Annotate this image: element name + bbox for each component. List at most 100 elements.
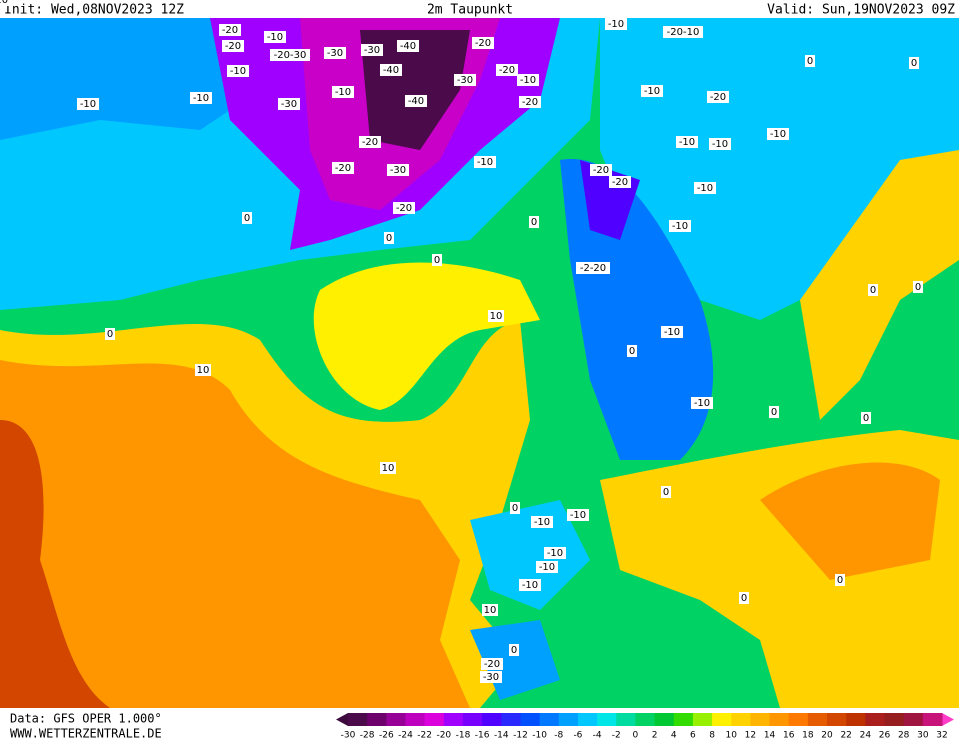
colorbar-tick-label: 20 xyxy=(821,731,833,741)
contour-label: -40 xyxy=(400,41,416,52)
label-box xyxy=(868,284,878,296)
label-box xyxy=(707,91,729,103)
label-box xyxy=(536,561,558,573)
colorbar-bin xyxy=(520,713,541,726)
label-box xyxy=(529,216,539,228)
label-box xyxy=(661,486,671,498)
colorbar-bin xyxy=(348,713,368,726)
contour-label: 10 xyxy=(197,365,210,376)
colorbar-tick-label: -30 xyxy=(341,731,356,741)
colorbar-bin xyxy=(616,713,636,726)
colorbar-bin xyxy=(577,713,598,726)
colorbar-tick-label: -14 xyxy=(494,731,509,741)
contour-label: -10 xyxy=(547,548,563,559)
colorbar-tick-label: -20 xyxy=(436,731,451,741)
contour-label: -20 xyxy=(612,177,628,188)
contour-label: -10 xyxy=(570,510,586,521)
contour-label: -30 xyxy=(483,672,499,683)
contour-label: -2-20 xyxy=(580,263,606,274)
contour-label: 0 xyxy=(863,413,869,424)
contour-label: -20 xyxy=(499,65,515,76)
colorbar-low xyxy=(336,713,348,726)
contour-label: -10 xyxy=(712,139,728,150)
contour-label: -10 xyxy=(477,157,493,168)
contour-label: -10 xyxy=(664,327,680,338)
label-box xyxy=(694,182,716,194)
colorbar-tick-label: -12 xyxy=(513,731,528,741)
label-box xyxy=(332,162,354,174)
contour-label: 0 xyxy=(244,213,250,224)
contour-label: -10 xyxy=(534,517,550,528)
contour-label: -20 xyxy=(522,97,538,108)
contour-label: 0 xyxy=(663,487,669,498)
contour-label: -10 xyxy=(697,183,713,194)
label-box xyxy=(739,592,749,604)
colorbar-bin xyxy=(769,713,790,726)
label-box xyxy=(627,345,637,357)
label-box xyxy=(676,136,698,148)
colorbar-tick-label: -10 xyxy=(532,731,547,741)
colorbar-bin xyxy=(462,713,483,726)
colorbar-tick-label: -2 xyxy=(612,731,621,741)
label-box xyxy=(590,164,612,176)
label-box xyxy=(432,254,442,266)
contour-label: 10 xyxy=(490,311,503,322)
contour-label: -10 xyxy=(335,87,351,98)
colorbar-bin xyxy=(539,713,560,726)
colorbar-tick-label: 28 xyxy=(898,731,910,741)
colorbar-tick-label: 10 xyxy=(725,731,737,741)
label-box xyxy=(767,128,789,140)
label-box xyxy=(77,98,99,110)
contour-label: 0 xyxy=(434,255,440,266)
contour-label: -20 xyxy=(222,25,238,36)
label-box xyxy=(544,547,566,559)
contour-label: -10 xyxy=(672,221,688,232)
label-box xyxy=(691,397,713,409)
label-box xyxy=(405,95,427,107)
contour-label: -20 xyxy=(362,137,378,148)
colorbar-bin xyxy=(692,713,713,726)
contour-label: -10 xyxy=(644,86,660,97)
colorbar-tick-label: 14 xyxy=(764,731,776,741)
contour-labels: -20-20-10-20-30-10-10-10 -30-10-30 -30 -40-… xyxy=(0,0,923,683)
label-box xyxy=(861,412,871,424)
label-box xyxy=(361,44,383,56)
label-box xyxy=(219,24,241,36)
site: WWW.WETTERZENTRALE.DE xyxy=(10,727,162,741)
label-box xyxy=(105,328,115,340)
contour-label: -10 xyxy=(520,75,536,86)
label-box xyxy=(605,18,627,30)
contour-label: 0 xyxy=(512,503,518,514)
colorbar-bin xyxy=(884,713,905,726)
label-box xyxy=(769,406,779,418)
colorbar-bin xyxy=(386,713,406,726)
contour-label: -20-30 xyxy=(274,50,307,61)
colorbar-tick-label: 12 xyxy=(745,731,756,741)
label-box xyxy=(278,98,300,110)
colorbar-tick-label: -28 xyxy=(360,731,375,741)
contour-label: -30 xyxy=(457,75,473,86)
label-box xyxy=(324,47,346,59)
contour-label: -20 xyxy=(710,92,726,103)
contour-label: -10 xyxy=(694,398,710,409)
colorbar-bin xyxy=(731,713,751,726)
contour-label: 10 xyxy=(484,605,497,616)
label-box xyxy=(519,96,541,108)
contour-label: -20 xyxy=(0,0,8,6)
colorbar-tick-label: 30 xyxy=(917,731,929,741)
label-box xyxy=(531,516,553,528)
colorbar-tick-label: -22 xyxy=(417,731,432,741)
contour-label: 10 xyxy=(382,463,395,474)
contour-label: 0 xyxy=(386,233,392,244)
colorbar-tick-label: 22 xyxy=(840,731,851,741)
label-box xyxy=(380,462,396,474)
colorbar-tick-label: 24 xyxy=(860,731,872,741)
colorbar-bin xyxy=(654,713,675,726)
colorbar-bin xyxy=(846,713,866,726)
colorbar-tick-label: -26 xyxy=(379,731,394,741)
contour-label: 0 xyxy=(511,645,517,656)
contour-label: -20-10 xyxy=(667,27,700,38)
contour-label: -30 xyxy=(390,165,406,176)
label-box xyxy=(641,85,663,97)
